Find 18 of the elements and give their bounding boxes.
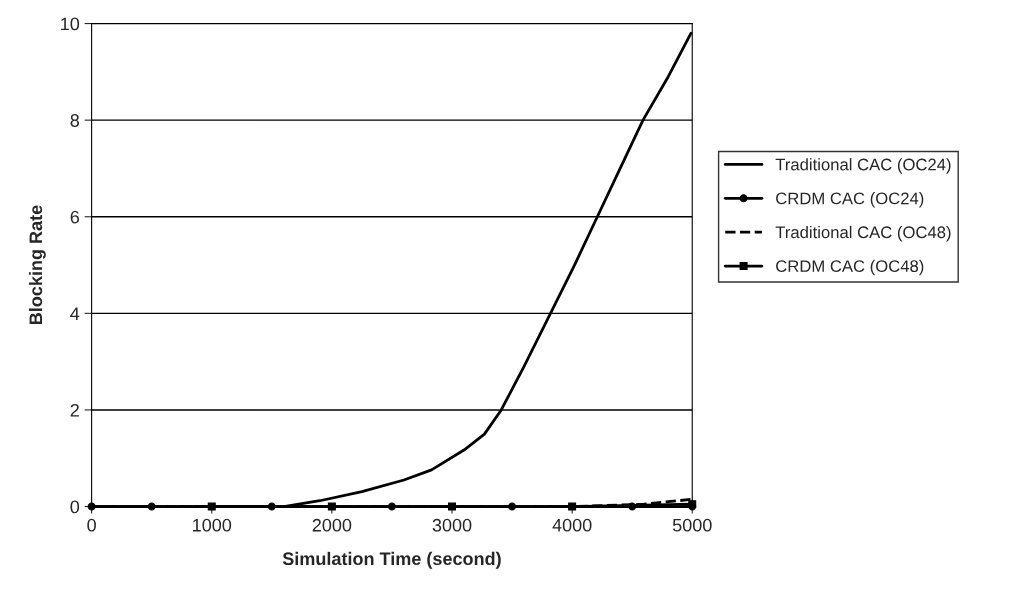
- legend-label: CRDM CAC (OC48): [776, 259, 924, 276]
- x-tick-label: 5000: [672, 518, 712, 532]
- x-tick-label: 2000: [312, 518, 352, 532]
- legend-label: Traditional CAC (OC48): [775, 225, 951, 242]
- x-tick-label: 0: [87, 518, 96, 532]
- y-tick-label: 4: [70, 307, 80, 320]
- legend-label: CRDM CAC (OC24): [776, 192, 924, 208]
- y-tick-label: 8: [70, 114, 80, 127]
- y-tick-label: 10: [61, 17, 80, 31]
- x-tick-label: 3000: [432, 518, 472, 532]
- y-tick-label: 6: [70, 210, 80, 224]
- x-axis-title: Simulation Time (second): [282, 551, 501, 569]
- legend-label: Traditional CAC (OC24): [775, 158, 951, 174]
- y-tick-label: 2: [70, 403, 79, 417]
- x-tick-label: 1000: [193, 518, 232, 532]
- y-axis-title: Blocking Rate: [28, 205, 46, 325]
- y-tick-label: 0: [70, 500, 80, 514]
- x-tick-label: 4000: [552, 518, 592, 532]
